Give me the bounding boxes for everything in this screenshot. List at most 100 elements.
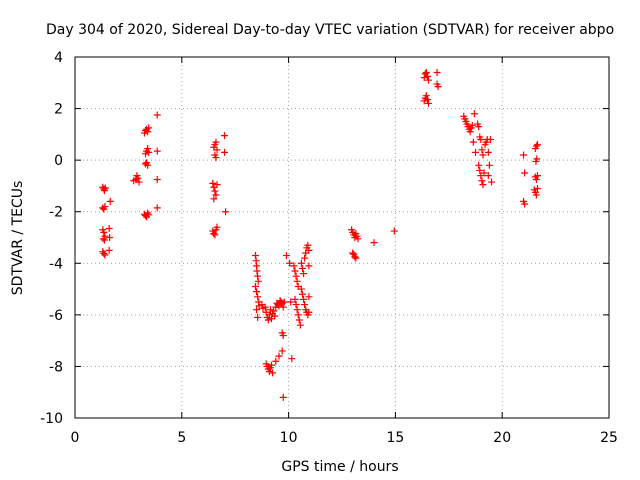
- data-point: [478, 177, 486, 185]
- data-point: [221, 148, 229, 156]
- data-point: [212, 154, 220, 162]
- data-point: [270, 307, 278, 315]
- data-point: [254, 313, 262, 321]
- data-point: [422, 68, 430, 76]
- data-point: [144, 128, 152, 136]
- data-point: [133, 172, 141, 180]
- data-point: [106, 197, 114, 205]
- data-points: [99, 68, 541, 401]
- data-point: [521, 200, 529, 208]
- data-point: [254, 272, 262, 280]
- data-point: [254, 293, 262, 301]
- data-point: [105, 246, 113, 254]
- data-point: [253, 306, 261, 314]
- data-point: [282, 252, 290, 260]
- data-point: [479, 181, 487, 189]
- data-point: [520, 151, 528, 159]
- data-point: [298, 290, 306, 298]
- data-point: [254, 277, 262, 285]
- data-point: [300, 270, 308, 278]
- data-point: [293, 277, 301, 285]
- data-point: [135, 178, 143, 186]
- data-point: [99, 235, 107, 243]
- data-point: [470, 110, 478, 118]
- data-point: [420, 74, 428, 82]
- data-point: [532, 142, 540, 150]
- data-point: [484, 148, 492, 156]
- data-point: [264, 316, 272, 324]
- y-tick-label: 0: [54, 153, 63, 169]
- data-point: [480, 169, 488, 177]
- data-point: [100, 185, 108, 193]
- data-point: [532, 191, 540, 199]
- data-point: [279, 331, 287, 339]
- tick-labels: 0 5 10 15 20 25 -10 -8 -6 -4 -2 0 2 4: [40, 50, 618, 446]
- data-point: [275, 352, 283, 360]
- x-tick-label: 15: [386, 430, 404, 446]
- data-point: [305, 262, 313, 270]
- data-point: [422, 92, 430, 100]
- axis-ticks: [74, 56, 610, 419]
- data-point: [288, 355, 296, 363]
- data-point: [211, 187, 219, 195]
- data-point: [292, 272, 300, 280]
- data-point: [293, 306, 301, 314]
- data-point: [269, 369, 277, 377]
- data-point: [144, 161, 152, 169]
- data-point: [301, 254, 309, 262]
- data-point: [266, 306, 274, 314]
- data-point: [280, 298, 288, 306]
- data-point: [279, 303, 287, 311]
- data-point: [354, 235, 362, 243]
- plot-frame: [74, 56, 610, 419]
- data-point: [423, 96, 431, 104]
- data-point: [533, 185, 541, 193]
- data-point: [287, 298, 295, 306]
- data-point: [286, 259, 294, 267]
- data-point: [291, 267, 299, 275]
- data-point: [352, 254, 360, 262]
- data-point: [292, 301, 300, 309]
- data-point: [370, 239, 378, 247]
- data-point: [425, 99, 433, 107]
- data-point: [211, 231, 219, 239]
- data-point: [212, 138, 220, 146]
- data-point: [475, 161, 483, 169]
- data-point: [301, 301, 309, 309]
- data-point: [533, 155, 541, 163]
- data-point: [294, 311, 302, 319]
- data-point: [213, 181, 221, 189]
- data-point: [253, 288, 261, 296]
- y-tick-label: -2: [49, 205, 63, 221]
- data-point: [296, 321, 304, 329]
- y-tick-label: -6: [49, 308, 63, 324]
- data-point: [291, 295, 299, 303]
- data-point: [251, 252, 259, 260]
- data-point: [476, 166, 484, 174]
- x-tick-label: 10: [280, 430, 298, 446]
- data-point: [297, 259, 305, 267]
- y-tick-label: 4: [54, 50, 63, 66]
- data-point: [153, 111, 161, 119]
- data-point: [297, 285, 305, 293]
- y-tick-label: -4: [49, 256, 63, 272]
- data-point: [209, 179, 217, 187]
- data-point: [532, 175, 540, 183]
- data-point: [521, 169, 529, 177]
- data-point: [290, 262, 298, 270]
- data-point: [484, 172, 492, 180]
- grid: [75, 57, 609, 418]
- y-tick-label: -10: [40, 411, 63, 427]
- data-point: [434, 83, 442, 91]
- data-point: [213, 146, 221, 154]
- data-point: [304, 241, 312, 249]
- data-point: [485, 161, 493, 169]
- data-point: [475, 123, 483, 131]
- data-point: [466, 128, 474, 136]
- data-point: [265, 368, 273, 376]
- data-point: [390, 227, 398, 235]
- data-point: [221, 132, 229, 140]
- data-point: [153, 147, 161, 155]
- data-point: [100, 249, 108, 257]
